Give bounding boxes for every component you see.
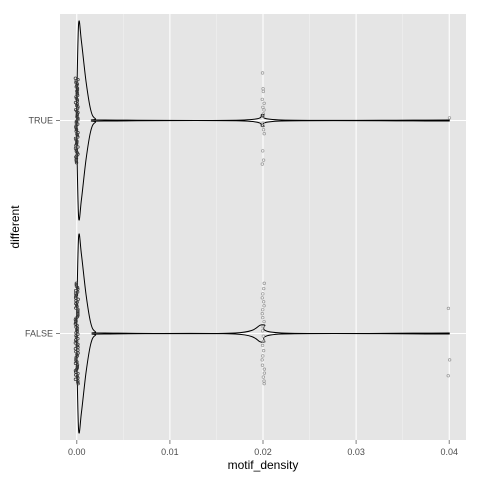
data-point <box>75 141 79 145</box>
data-point <box>261 158 266 162</box>
data-point <box>261 114 266 119</box>
data-point <box>74 350 78 354</box>
data-point <box>262 108 266 112</box>
data-point <box>74 334 78 338</box>
data-point <box>74 306 78 310</box>
data-point <box>76 105 80 109</box>
data-point <box>75 364 79 368</box>
data-point <box>76 297 80 301</box>
data-point <box>261 89 265 94</box>
minor-gridlines <box>123 14 403 440</box>
data-point <box>261 316 265 320</box>
y-axis: TRUE FALSE <box>25 116 60 339</box>
data-point <box>262 281 266 285</box>
data-point <box>261 292 265 296</box>
data-point <box>260 162 264 166</box>
data-point <box>262 367 267 371</box>
data-point <box>76 116 80 120</box>
x-tick-label: 0.00 <box>68 447 86 457</box>
data-point <box>261 308 265 312</box>
data-point <box>76 382 80 386</box>
data-point <box>261 354 265 358</box>
data-point <box>75 352 79 357</box>
x-tick-label: 0.01 <box>161 447 179 457</box>
data-point <box>262 132 266 136</box>
data-point <box>74 119 79 123</box>
data-point <box>76 145 80 149</box>
data-point <box>74 161 79 165</box>
data-point <box>75 113 79 118</box>
data-point <box>74 95 78 99</box>
y-tick-label: TRUE <box>29 116 54 126</box>
data-point <box>74 148 79 152</box>
violin-false <box>76 233 450 434</box>
data-point <box>446 374 450 378</box>
data-point <box>260 363 265 367</box>
y-tick-label: FALSE <box>25 329 53 339</box>
data-point <box>75 98 79 102</box>
data-point <box>76 135 80 139</box>
y-axis-title: different <box>8 205 22 249</box>
data-point <box>260 296 264 300</box>
data-point <box>73 296 78 300</box>
data-point <box>75 86 80 90</box>
data-point <box>261 300 266 304</box>
data-points <box>73 71 452 386</box>
data-point <box>74 319 78 323</box>
data-point <box>261 325 265 329</box>
data-point <box>73 368 78 373</box>
data-point <box>446 306 451 311</box>
data-point <box>260 97 264 102</box>
data-point <box>262 382 266 386</box>
data-point <box>447 116 452 120</box>
data-point <box>74 159 79 163</box>
data-point <box>262 371 267 375</box>
data-point <box>74 294 78 299</box>
data-point <box>76 371 80 376</box>
data-point <box>75 133 80 138</box>
data-point <box>73 76 78 80</box>
x-tick-label: 0.04 <box>440 447 458 457</box>
data-point <box>73 320 78 325</box>
data-point <box>74 125 78 129</box>
violins <box>76 20 450 434</box>
data-point <box>261 334 265 338</box>
violin-true <box>76 20 450 221</box>
data-point <box>260 329 265 333</box>
data-point <box>73 347 78 351</box>
data-point <box>74 128 79 132</box>
data-point <box>75 290 80 294</box>
data-point <box>74 283 78 287</box>
data-point <box>74 303 79 307</box>
data-point <box>73 377 78 381</box>
data-point <box>76 380 80 384</box>
data-point <box>261 124 265 128</box>
data-point <box>262 286 266 291</box>
x-tick-label: 0.02 <box>254 447 272 457</box>
data-point <box>447 358 452 362</box>
data-point <box>260 71 265 75</box>
data-point <box>74 357 78 361</box>
data-point <box>73 341 78 345</box>
data-point <box>261 149 265 153</box>
data-point <box>262 339 266 344</box>
data-point <box>262 101 266 105</box>
data-point <box>74 79 78 83</box>
data-point <box>260 312 264 316</box>
data-point <box>261 128 266 132</box>
x-axis: 0.00 0.01 0.02 0.03 0.04 <box>68 440 458 457</box>
data-point <box>260 343 265 348</box>
x-tick-label: 0.03 <box>347 447 365 457</box>
data-point <box>260 358 264 362</box>
data-point <box>75 286 80 290</box>
data-point <box>262 304 266 308</box>
data-point <box>76 313 80 317</box>
data-point <box>262 319 266 324</box>
data-point <box>261 375 266 379</box>
x-axis-title: motif_density <box>228 458 299 472</box>
data-point <box>261 349 266 353</box>
data-point <box>261 105 265 109</box>
data-point <box>76 336 80 341</box>
